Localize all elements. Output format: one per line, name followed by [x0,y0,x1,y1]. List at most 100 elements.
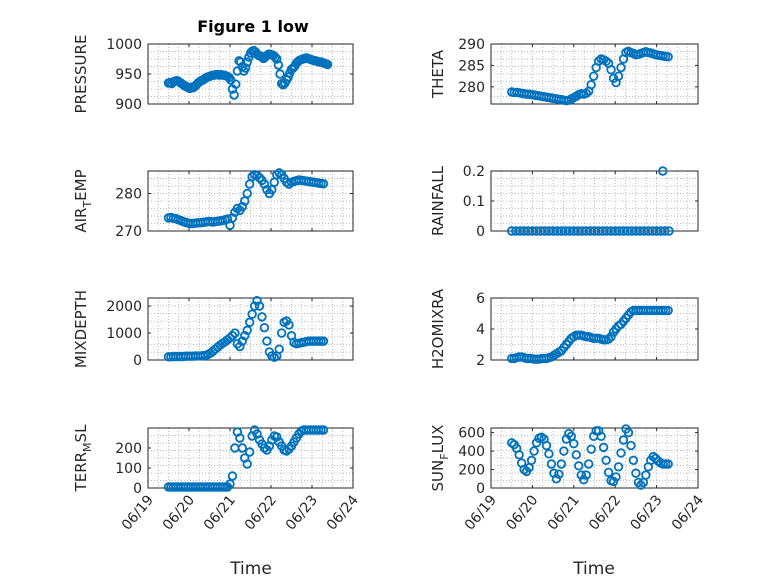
data-point [586,444,596,454]
data-point [571,450,581,460]
data-point [601,56,611,66]
data-point [593,426,604,436]
data-point [628,455,639,466]
y-tick-label: 280 [458,80,485,96]
y-tick-label: 0.1 [463,194,485,210]
data-point [275,69,285,79]
data-point [556,459,567,469]
data-point [242,459,252,469]
data-point [242,325,252,336]
data-point [269,177,279,187]
y-tick-label: 400 [458,444,485,460]
data-point [276,328,287,338]
data-point [618,435,629,445]
y-tick-label: 2000 [106,299,142,315]
data-point [606,332,616,342]
data-point [318,179,329,189]
data-point [641,470,651,480]
data-point [281,446,292,456]
data-point [283,72,293,82]
data-point [546,459,557,469]
data-point [663,52,673,62]
data-point [626,440,636,451]
data-point [598,442,609,453]
y-tick-label: 4 [476,322,485,338]
data-point [551,474,562,484]
data-point [231,79,241,89]
data-point [631,468,641,478]
data-point [254,301,265,311]
y-axis-label: AIRTEMP [72,169,94,232]
data-point [581,88,591,98]
subplot-mixdepth: 0 1000 2000 MIXDEPTH [72,290,354,369]
subplot-rainfall: 0 0.1 0.2 RAINFALL [429,164,699,240]
data-point [235,341,245,352]
data-point [272,432,282,442]
x-tick-label: 06/22 [242,492,280,533]
data-point [322,59,333,70]
y-axis-label: H2OMIXRA [429,288,447,369]
data-point [601,455,611,466]
data-point [225,479,235,489]
data-point [660,226,670,236]
y-tick-label: 600 [458,426,485,442]
data-point [247,309,257,319]
x-tick-label: 06/22 [586,492,624,533]
data-point [242,188,252,199]
data-point [272,54,282,64]
y-tick-label: 0 [476,224,485,240]
y-tick-label: 285 [458,58,485,74]
y-axis-label: MIXDEPTH [72,290,90,368]
y-axis-label: RAINFALL [429,165,447,236]
y-axis-label: PRESSURE [72,35,90,114]
data-point [549,468,559,478]
data-point [273,60,284,70]
y-tick-label: 200 [115,441,142,457]
data-point [576,470,586,480]
subplot-pressure: 900 950 1000 PRESSURE [72,35,354,114]
data-point [259,443,270,453]
x-tick-label: 06/19 [119,492,157,533]
y-axis-label: THETA [429,49,447,99]
data-point [259,322,270,333]
y-tick-label: 100 [115,461,142,477]
x-tick-label: 06/24 [324,492,362,533]
data-point [541,440,552,451]
data-point [606,65,616,75]
data-point [229,90,239,100]
data-point [603,467,614,478]
axes-frame [147,297,354,361]
y-tick-label: 290 [458,37,485,53]
x-tick-label: 06/20 [160,492,198,533]
x-axis-label-left: Time [229,559,272,579]
data-point [514,450,524,460]
data-point [569,438,579,449]
data-point [240,331,250,341]
data-point [242,57,252,67]
data-point [663,459,673,469]
data-point [244,317,255,327]
data-point [581,470,591,480]
y-tick-label: 2 [476,353,485,369]
data-point [257,312,267,322]
data-point [574,461,584,471]
data-point [284,320,294,330]
data-point [623,427,634,438]
y-tick-label: 0 [133,353,142,369]
data-point [658,166,668,176]
data-point [554,469,564,479]
data-point [252,295,262,306]
y-tick-label: 900 [115,97,142,113]
x-tick-label: 06/23 [283,492,321,533]
y-axis-label: SUNFLUX [429,425,451,492]
y-tick-label: 200 [458,463,485,479]
data-point [603,334,614,344]
subplot-terr-msl: 06/19 06/20 06/21 06/22 06/23 06/24 0 100 200 TER… [72,424,362,534]
y-tick-label: 0.2 [463,164,485,180]
data-point [544,449,554,459]
data-point [584,459,594,469]
y-tick-label: 0 [133,481,142,497]
data-point [227,471,238,481]
